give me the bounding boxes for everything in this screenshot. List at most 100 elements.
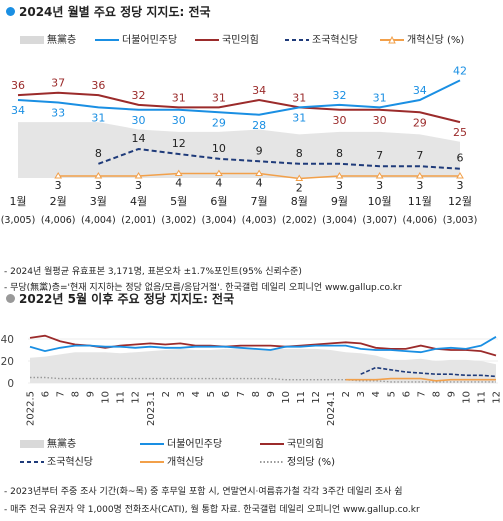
x-label-11: 11월 — [408, 195, 432, 208]
x-label-10: 10월 — [368, 195, 392, 208]
series-ppp-line — [17, 91, 461, 124]
x-label-2: 2월 — [50, 195, 67, 208]
marker-reform-11 — [415, 172, 424, 179]
x2-tick-4: 8 — [71, 391, 82, 397]
label-ppp-3: 36 — [91, 79, 105, 92]
label-ppp-11: 29 — [413, 116, 427, 129]
label-dem-10: 31 — [373, 91, 387, 104]
label-rebuild-4: 14 — [132, 132, 146, 145]
label-dem-5: 30 — [172, 114, 186, 127]
x-label-3: 3월 — [90, 195, 107, 208]
x-label-12: 12월 — [448, 195, 472, 208]
x-label-5: 5월 — [170, 195, 187, 208]
label-rebuild-5: 12 — [172, 137, 186, 150]
series-dem-line — [17, 79, 461, 116]
label-rebuild-3: 8 — [95, 147, 102, 160]
marker-reform-9 — [335, 172, 344, 179]
legend2-item-reform: 개혁신당 — [140, 457, 204, 468]
marker-reform-10 — [375, 172, 384, 179]
label-reform-3: 3 — [95, 179, 102, 192]
section2-bullet-icon — [6, 294, 15, 303]
marker-reform-5 — [174, 169, 183, 177]
marker-reform-4 — [134, 172, 143, 179]
legend2-item-justice: 정의당 (%) — [260, 457, 336, 468]
x-label-4: 4월 — [130, 195, 147, 208]
label-rebuild-6: 10 — [212, 142, 226, 155]
x2-tick-23: 3 — [356, 391, 367, 397]
x2-tick-9: 2023.1 — [146, 391, 157, 426]
label-rebuild-7: 9 — [256, 144, 263, 157]
x2-tick-13: 5 — [206, 391, 217, 397]
label-rebuild-8: 8 — [296, 147, 303, 160]
label-rebuild-12: 6 — [457, 152, 464, 165]
label-ppp-6: 31 — [212, 91, 226, 104]
legend2-item-rebuild: 조국혁신당 — [20, 457, 93, 468]
legend-item-dem: 더불어민주당 — [95, 35, 178, 46]
label-ppp-7: 34 — [252, 84, 266, 97]
x2-tick-11: 3 — [176, 391, 187, 397]
section2-note-1: - 2023년부터 주중 조사 기간(화~목) 중 후무일 포함 시, 연말연시… — [4, 487, 403, 497]
sample-size-12: (3,003) — [443, 215, 478, 226]
x2-tick-24: 4 — [371, 391, 382, 397]
x2-tick-27: 7 — [416, 391, 427, 397]
sample-size-6: (3,004) — [202, 215, 237, 226]
x2-tick-28: 8 — [431, 391, 442, 397]
label-dem-7: 28 — [252, 119, 266, 132]
series2-justice-line — [30, 376, 496, 383]
section1-title: 2024년 월별 주요 정당 지지도: 전국 — [6, 3, 211, 20]
label-dem-9: 32 — [332, 89, 346, 102]
label-reform-7: 4 — [256, 177, 263, 190]
legend-item-none: 無黨층 — [20, 31, 76, 46]
sample-size-4: (2,001) — [121, 215, 156, 226]
x-label-6: 6월 — [210, 195, 227, 208]
series-none-area — [18, 122, 460, 178]
label-dem-4: 30 — [132, 114, 146, 127]
marker-reform-8 — [295, 174, 304, 181]
sample-size-3: (4,004) — [81, 215, 116, 226]
x2-tick-7: 11 — [116, 391, 127, 404]
chart1-legend: 無黨층 더불어민주당 국민의힘 조국혁신당 개혁신당 (%) — [0, 31, 503, 47]
label-reform-10: 3 — [376, 179, 383, 192]
sample-size-7: (4,003) — [242, 215, 277, 226]
label-dem-12: 42 — [453, 64, 467, 77]
x2-tick-18: 10 — [281, 391, 292, 404]
x2-tick-31: 11 — [476, 391, 487, 404]
series2-dem-line — [29, 336, 497, 354]
section1-bullet-icon — [6, 7, 15, 16]
label-ppp-12: 25 — [453, 126, 467, 139]
marker-reform-7 — [255, 169, 263, 177]
x2-tick-15: 7 — [236, 391, 247, 397]
label-ppp-2: 37 — [51, 77, 65, 90]
legend2-item-ppp: 국민의힘 — [260, 439, 324, 450]
y-tick-0: 0 — [7, 378, 14, 390]
x2-tick-20: 12 — [311, 391, 322, 404]
label-reform-8: 2 — [296, 181, 303, 194]
label-reform-11: 3 — [416, 179, 423, 192]
label-rebuild-10: 7 — [376, 149, 383, 162]
label-rebuild-11: 7 — [416, 149, 423, 162]
x2-tick-30: 10 — [461, 391, 472, 404]
x2-tick-21: 2024.1 — [326, 391, 337, 426]
y-tick-20: 20 — [1, 356, 14, 368]
label-reform-12: 3 — [457, 179, 464, 192]
y-tick-40: 40 — [1, 334, 14, 346]
sample-size-9: (3,004) — [322, 215, 357, 226]
x2-tick-12: 4 — [191, 391, 202, 397]
legend2-item-dem: 더불어민주당 — [140, 439, 223, 450]
x2-tick-5: 9 — [86, 391, 97, 397]
x2-tick-22: 2 — [341, 391, 352, 397]
sample-size-8: (2,002) — [282, 215, 317, 226]
x2-tick-3: 7 — [56, 391, 67, 397]
label-reform-9: 3 — [336, 179, 343, 192]
series-rebuild-line — [98, 147, 461, 170]
chart2-legend: 無黨층 더불어민주당 국민의힘 조국혁신당 개혁신당 정의당 (%) — [0, 433, 503, 469]
x2-tick-17: 9 — [266, 391, 277, 397]
section1-note-2: - 무당(無黨)층='현재 지지하는 정당 없음/모름/응답거절'. 한국갤럽 … — [4, 283, 402, 293]
x2-tick-2: 6 — [41, 391, 52, 397]
x2-tick-25: 5 — [386, 391, 397, 397]
x-label-1: 1월 — [9, 195, 26, 208]
x2-tick-10: 2 — [161, 391, 172, 397]
series2-rebuild-line — [360, 366, 497, 378]
marker-reform-3 — [94, 172, 103, 179]
